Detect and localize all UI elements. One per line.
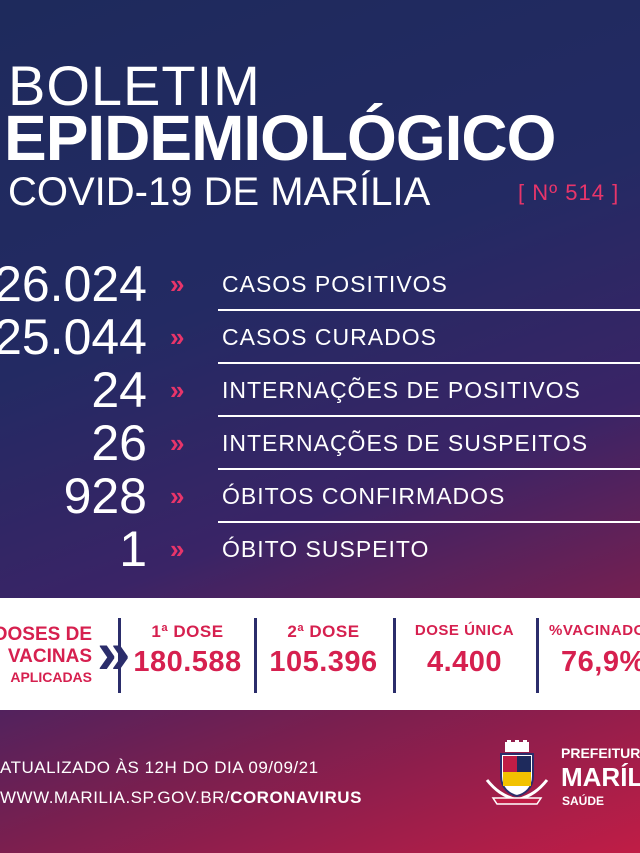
- stat-value: 26.024: [0, 256, 147, 312]
- stat-label: CASOS POSITIVOS: [222, 271, 448, 297]
- second-dose: 2ª DOSE 105.396: [257, 598, 390, 710]
- title-epidemiologico: EPIDEMIOLÓGICO: [4, 102, 556, 174]
- title-boletim: BOLETIM: [8, 54, 261, 117]
- saude-label: SAÚDE: [562, 794, 605, 808]
- city-coat-of-arms-icon: [483, 740, 551, 808]
- divider: [218, 468, 640, 470]
- second-dose-label: 2ª DOSE: [287, 622, 360, 641]
- second-dose-value: 105.396: [269, 646, 378, 678]
- percent-vaccinated: %VACINADOS 76,9%: [545, 598, 640, 710]
- stat-row-obitos-confirmados: 928 » ÓBITOS CONFIRMADOS: [0, 470, 640, 523]
- divider: [118, 618, 121, 693]
- stat-row-casos-positivos: 26.024 » CASOS POSITIVOS: [0, 258, 640, 311]
- stat-value: 24: [91, 362, 147, 418]
- url-path: CORONAVIRUS: [230, 788, 362, 807]
- doses-title: DOSES DE VACINAS APLICADAS: [0, 598, 92, 710]
- single-dose-value: 4.400: [426, 646, 503, 678]
- divider: [393, 618, 396, 693]
- divider: [536, 618, 539, 693]
- single-dose-label: DOSE ÚNICA: [414, 622, 515, 639]
- first-dose-label: 1ª DOSE: [151, 622, 224, 641]
- prefeitura-label: PREFEITURA: [561, 745, 640, 761]
- stat-label: CASOS CURADOS: [222, 324, 437, 350]
- stat-value: 1: [119, 521, 147, 577]
- doses-title-line3: APLICADAS: [10, 669, 92, 685]
- first-dose: 1ª DOSE 180.588: [121, 598, 254, 710]
- divider: [218, 309, 640, 311]
- stat-value: 26: [91, 415, 147, 471]
- updated-text: ATUALIZADO ÀS 12H DO DIA 09/09/21: [0, 758, 319, 777]
- stat-value: 928: [63, 468, 147, 524]
- stat-row-casos-curados: 25.044 » CASOS CURADOS: [0, 311, 640, 364]
- bulletin-number: [ Nº 514 ]: [518, 180, 620, 205]
- divider: [218, 521, 640, 523]
- marilia-label: MARÍLIA: [561, 762, 640, 792]
- first-dose-value: 180.588: [133, 646, 242, 678]
- stat-label: ÓBITOS CONFIRMADOS: [222, 483, 506, 509]
- percent-value: 76,9%: [561, 646, 640, 678]
- stat-row-internacoes-suspeitos: 26 » INTERNAÇÕES DE SUSPEITOS: [0, 417, 640, 470]
- double-chevron-icon: »: [170, 481, 185, 511]
- stat-label: INTERNAÇÕES DE SUSPEITOS: [222, 430, 589, 456]
- stat-value: 25.044: [0, 309, 147, 365]
- subtitle-covid: COVID-19 DE MARÍLIA: [8, 170, 431, 214]
- doses-title-line2: VACINAS: [7, 646, 92, 667]
- double-chevron-icon: »: [170, 428, 185, 458]
- single-dose: DOSE ÚNICA 4.400: [396, 598, 533, 710]
- double-chevron-icon: »: [170, 375, 185, 405]
- double-chevron-icon: »: [170, 534, 185, 564]
- double-chevron-icon: »: [170, 322, 185, 352]
- percent-label: %VACINADOS: [549, 622, 640, 639]
- divider: [218, 415, 640, 417]
- double-chevron-icon: »: [170, 269, 185, 299]
- stat-label: ÓBITO SUSPEITO: [222, 536, 430, 562]
- url-prefix: WWW.MARILIA.SP.GOV.BR/: [0, 788, 231, 807]
- vaccine-band: DOSES DE VACINAS APLICADAS » 1ª DOSE 180…: [0, 598, 640, 710]
- divider: [254, 618, 257, 693]
- chevron-right-icon: »: [97, 619, 131, 686]
- divider: [218, 362, 640, 364]
- stat-row-obito-suspeito: 1 » ÓBITO SUSPEITO: [0, 523, 640, 576]
- stat-label: INTERNAÇÕES DE POSITIVOS: [222, 377, 581, 403]
- stat-row-internacoes-positivos: 24 » INTERNAÇÕES DE POSITIVOS: [0, 364, 640, 417]
- doses-title-line1: DOSES DE: [0, 624, 92, 645]
- website-link[interactable]: WWW.MARILIA.SP.GOV.BR/CORONAVIRUS: [0, 788, 362, 808]
